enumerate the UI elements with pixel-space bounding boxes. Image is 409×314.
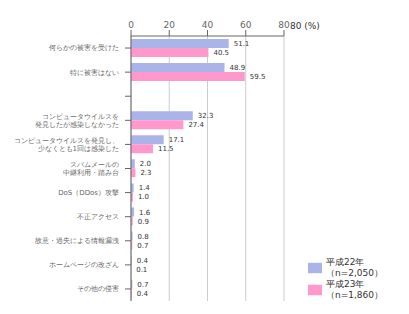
svg-text:ホームページの改ざん: ホームページの改ざん — [49, 261, 119, 269]
svg-text:80 (%): 80 (%) — [290, 21, 320, 31]
svg-text:0: 0 — [128, 20, 134, 30]
svg-text:40.5: 40.5 — [213, 49, 229, 57]
html-text:平成22年 （n=2,050）: 平成22年 （n=2,050） — [326, 257, 383, 278]
svg-text:0.7: 0.7 — [137, 281, 148, 289]
svg-text:17.1: 17.1 — [169, 136, 185, 144]
svg-text:48.9: 48.9 — [230, 64, 246, 72]
svg-text:0.4: 0.4 — [137, 290, 149, 298]
svg-text:51.1: 51.1 — [234, 40, 250, 48]
svg-text:0.7: 0.7 — [137, 242, 148, 250]
svg-text:故意・過失による情報漏洩: 故意・過失による情報漏洩 — [35, 237, 119, 245]
html-text:平成23年 （n=1,860）: 平成23年 （n=1,860） — [326, 279, 383, 300]
svg-text:不正アクセス: 不正アクセス — [77, 213, 119, 221]
svg-text:スパムメールの中継利用・踏み台: スパムメールの中継利用・踏み台 — [63, 161, 119, 177]
svg-text:1.6: 1.6 — [139, 209, 151, 217]
svg-text:1.4: 1.4 — [139, 184, 151, 192]
svg-text:コンピュータウイルスを発見したが感染しなかった: コンピュータウイルスを発見したが感染しなかった — [35, 113, 119, 129]
svg-text:40: 40 — [202, 20, 214, 30]
svg-text:特に被害はない: 特に被害はない — [70, 69, 119, 77]
svg-text:0.1: 0.1 — [136, 266, 147, 274]
svg-text:59.5: 59.5 — [250, 73, 266, 81]
svg-text:0.8: 0.8 — [138, 233, 149, 241]
svg-text:11.5: 11.5 — [158, 145, 174, 153]
svg-text:1.0: 1.0 — [138, 193, 149, 201]
svg-text:32.3: 32.3 — [198, 112, 214, 120]
svg-text:何らかの被害を受けた: 何らかの被害を受けた — [49, 44, 119, 52]
svg-text:2.0: 2.0 — [140, 160, 151, 168]
svg-text:その他の侵害: その他の侵害 — [77, 285, 119, 293]
svg-text:0.4: 0.4 — [137, 257, 149, 265]
svg-text:コンピュータウイルスを発見し、少なくとも1回は感染した: コンピュータウイルスを発見し、少なくとも1回は感染した — [14, 137, 119, 153]
svg-text:DoS（DDos）攻撃: DoS（DDos）攻撃 — [58, 189, 119, 197]
svg-text:2.3: 2.3 — [140, 169, 151, 177]
svg-text:20: 20 — [164, 20, 176, 30]
svg-text:60: 60 — [240, 20, 252, 30]
svg-text:80: 80 — [278, 20, 290, 30]
svg-text:27.4: 27.4 — [188, 121, 204, 129]
svg-text:0.9: 0.9 — [138, 218, 149, 226]
